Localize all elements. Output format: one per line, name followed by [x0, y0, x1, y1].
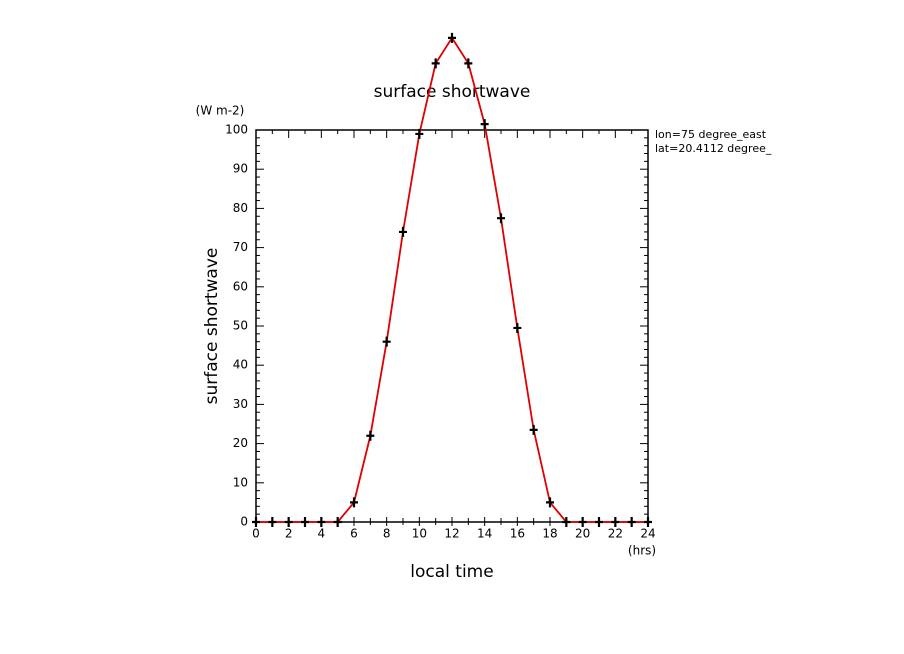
point-marker [431, 58, 440, 69]
point-marker [529, 424, 538, 435]
point-marker [350, 497, 358, 508]
x-axis-label: local time [410, 562, 493, 582]
y-tick-label: 70 [233, 240, 248, 254]
point-marker [448, 32, 456, 43]
point-marker [333, 517, 342, 527]
y-tick-label: 50 [233, 319, 248, 333]
y-tick-label: 90 [233, 162, 248, 176]
y-tick-label: 0 [240, 515, 248, 529]
point-marker [252, 517, 260, 527]
point-marker [578, 517, 587, 527]
point-marker [480, 119, 489, 130]
x-tick-label: 16 [510, 527, 525, 541]
y-tick-label: 30 [233, 397, 248, 411]
plot-frame [255, 129, 649, 523]
point-marker [644, 517, 652, 527]
x-tick-label: 18 [542, 527, 557, 541]
point-marker [513, 322, 522, 333]
y-tick-label: 40 [233, 358, 248, 372]
point-marker [497, 213, 505, 224]
y-unit: (W m-2) [196, 104, 245, 118]
x-tick-label: 10 [412, 527, 427, 541]
x-tick-label: 22 [608, 527, 623, 541]
x-tick-label: 8 [383, 527, 391, 541]
point-marker [366, 430, 375, 441]
point-marker [627, 517, 636, 527]
annotation: lon=75 degree_east [655, 128, 767, 141]
point-marker [317, 517, 326, 527]
point-marker [284, 517, 293, 527]
y-tick-label: 10 [233, 475, 248, 489]
x-tick-label: 6 [350, 527, 358, 541]
x-tick-label: 14 [477, 527, 492, 541]
point-marker [415, 128, 424, 139]
point-marker [546, 497, 554, 508]
y-tick-label: 20 [233, 436, 248, 450]
point-marker [464, 58, 473, 69]
point-marker [382, 336, 391, 347]
x-tick-label: 12 [444, 527, 459, 541]
y-tick-label: 60 [233, 279, 248, 293]
point-marker [595, 517, 603, 527]
y-axis-label: surface shortwave [202, 248, 222, 405]
x-tick-label: 20 [575, 527, 590, 541]
point-marker [562, 517, 571, 527]
x-tick-label: 0 [252, 527, 260, 541]
y-tick-label: 100 [225, 123, 248, 137]
x-tick-label: 24 [640, 527, 655, 541]
x-tick-label: 2 [285, 527, 293, 541]
chart-title: surface shortwave [374, 82, 531, 102]
x-tick-label: 4 [318, 527, 326, 541]
point-marker [268, 517, 277, 527]
x-unit: (hrs) [628, 544, 656, 558]
point-marker [301, 517, 309, 527]
y-tick-label: 80 [233, 201, 248, 215]
annotation: lat=20.4112 degree_ [655, 142, 772, 155]
series-line [256, 36, 648, 523]
point-marker [611, 517, 620, 527]
point-marker [399, 226, 407, 237]
